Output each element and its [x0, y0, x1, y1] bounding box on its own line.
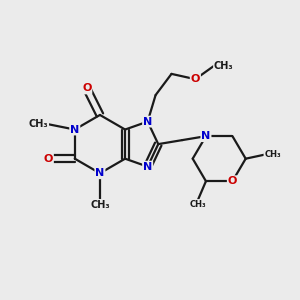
- Text: N: N: [201, 131, 211, 141]
- Text: N: N: [143, 162, 152, 172]
- Text: N: N: [70, 124, 80, 134]
- Text: N: N: [95, 168, 105, 178]
- Text: CH₃: CH₃: [190, 200, 206, 209]
- Text: N: N: [143, 117, 152, 127]
- Text: O: O: [44, 154, 53, 164]
- Text: CH₃: CH₃: [28, 119, 48, 129]
- Text: CH₃: CH₃: [90, 200, 110, 210]
- Text: O: O: [228, 176, 237, 186]
- Text: CH₃: CH₃: [214, 61, 233, 71]
- Text: O: O: [191, 74, 200, 84]
- Text: O: O: [82, 83, 92, 94]
- Text: CH₃: CH₃: [264, 150, 281, 159]
